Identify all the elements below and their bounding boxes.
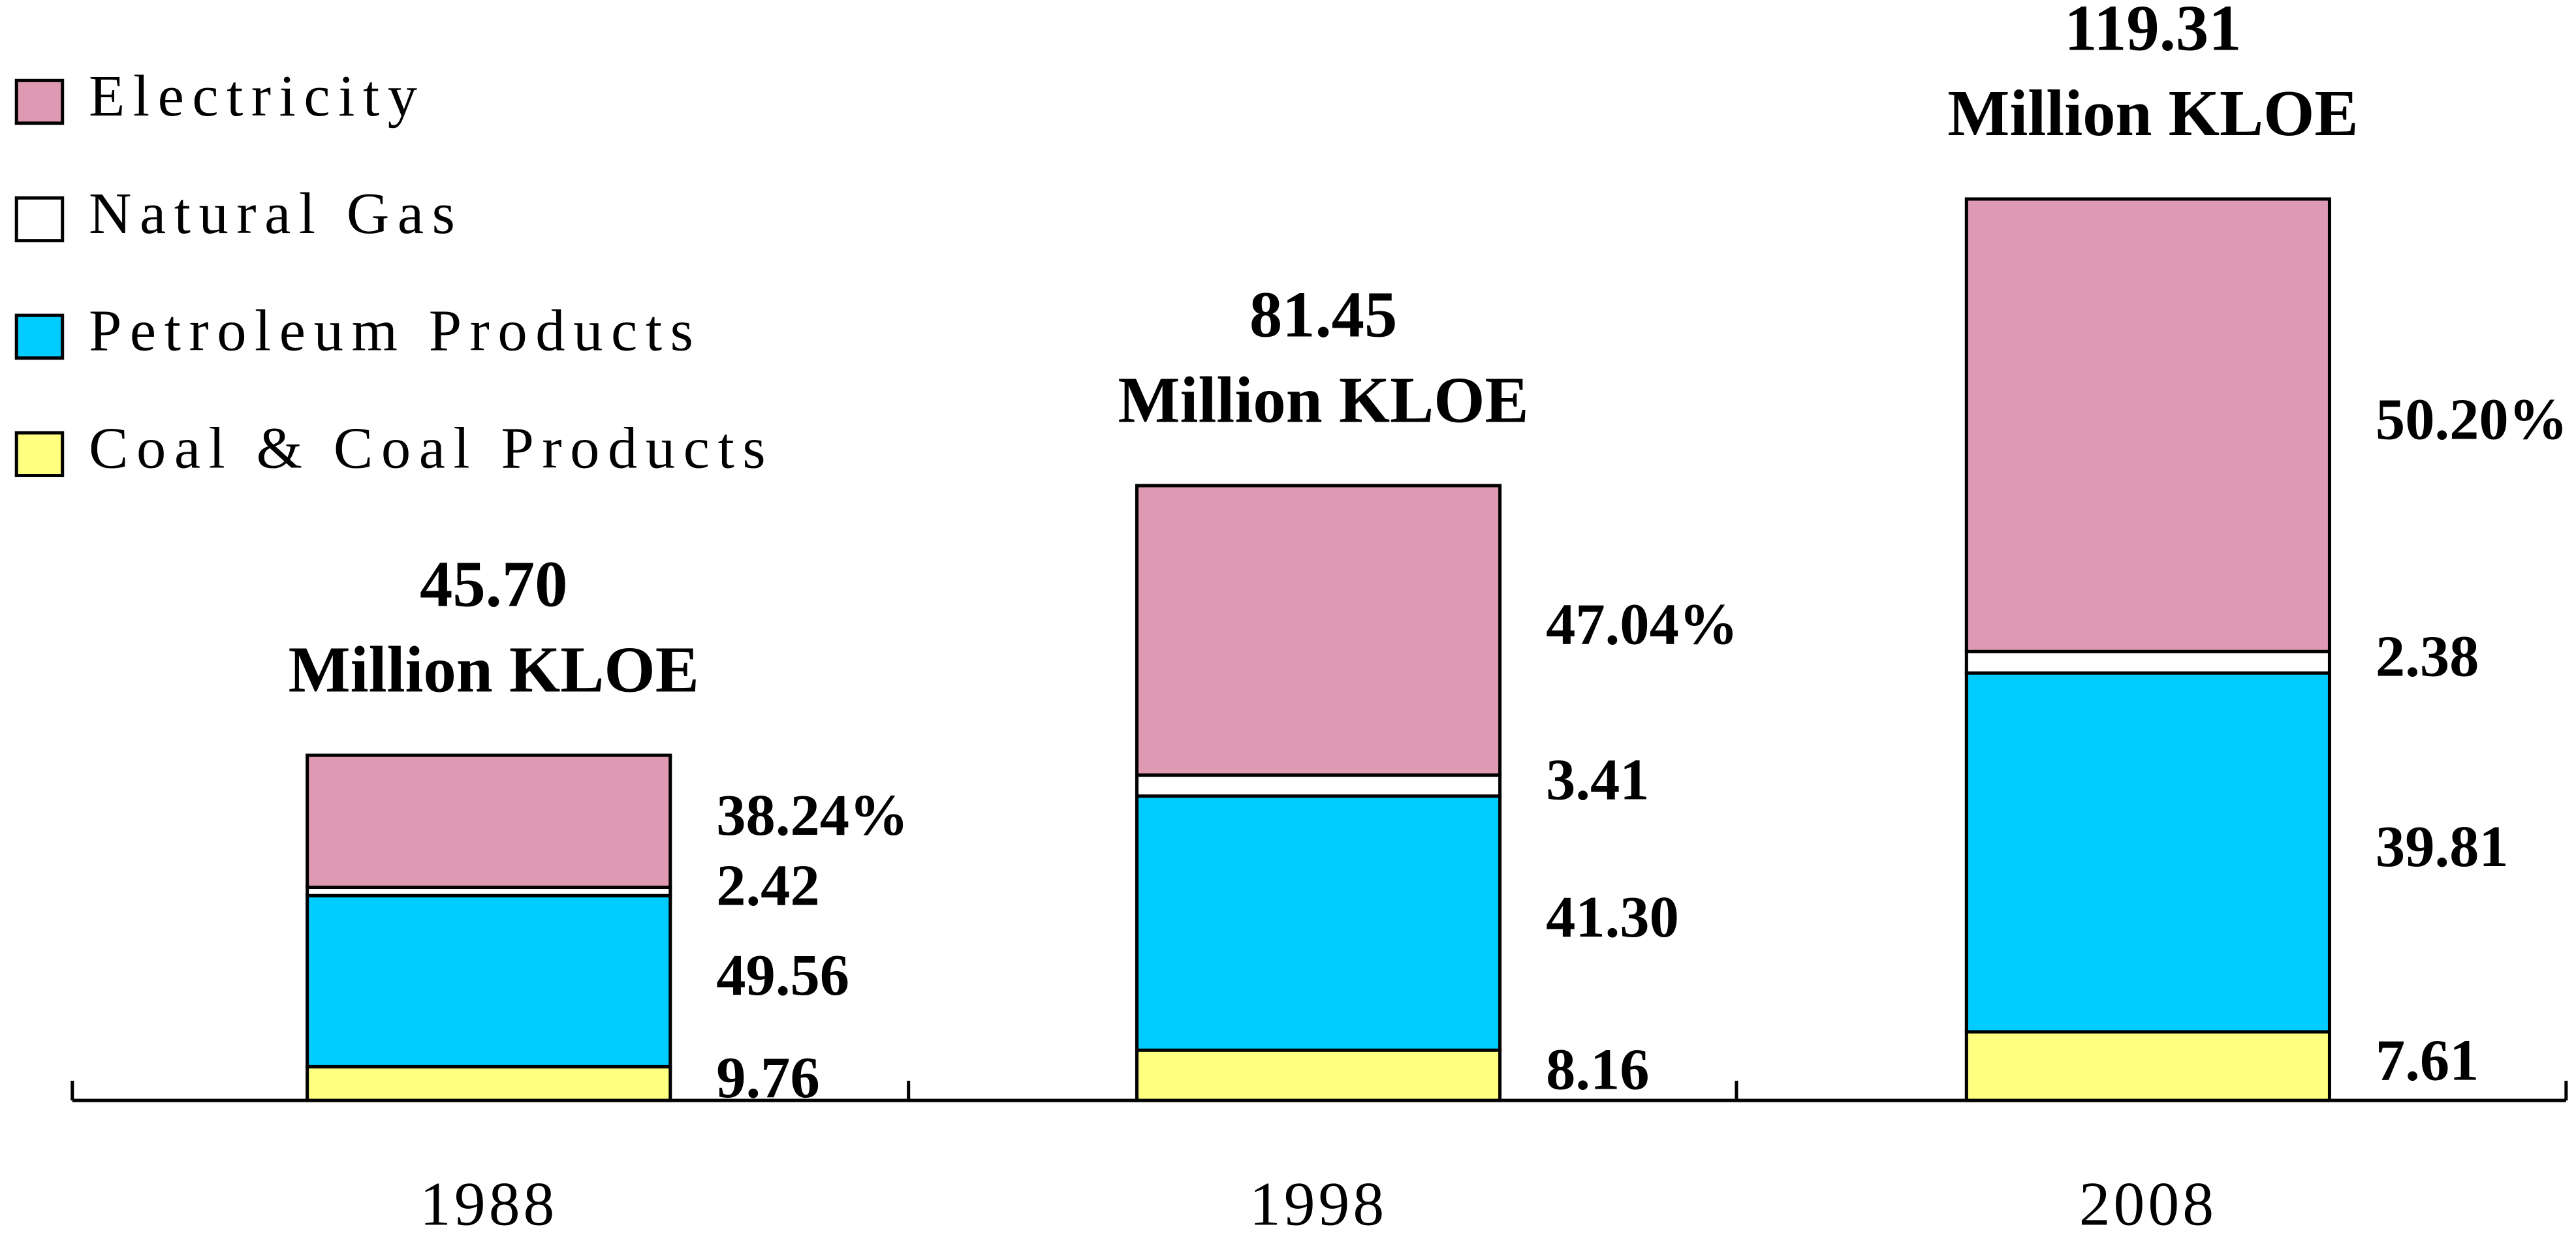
value-label: 2.38 (2376, 623, 2479, 689)
bar-segment (1964, 197, 2331, 653)
legend-swatch (14, 431, 65, 478)
bar-segment (1135, 794, 1502, 1052)
total-label: 81.45 (1249, 277, 1397, 350)
legend-label: Electricity (89, 63, 426, 129)
bar-segment (1964, 671, 2331, 1034)
total-label: 45.70 (420, 548, 567, 621)
bar-segment (1135, 1048, 1502, 1102)
total-unit: Million KLOE (1118, 363, 1529, 436)
legend-swatch (14, 78, 65, 125)
value-label: 50.20% (2376, 386, 2568, 452)
bar-segment (306, 1065, 672, 1102)
bar-segment (1964, 1030, 2331, 1102)
legend-swatch (14, 196, 65, 243)
value-label: 49.56 (716, 942, 849, 1008)
value-label: 2.42 (716, 852, 820, 918)
bar-segment (1964, 649, 2331, 675)
x-tick-label: 1988 (420, 1170, 558, 1239)
x-tick-label: 2008 (2079, 1170, 2217, 1239)
bar-segment (306, 753, 672, 889)
legend-label: Natural Gas (89, 180, 463, 246)
legend-swatch (14, 313, 65, 360)
bar-segment (306, 894, 672, 1068)
value-label: 41.30 (1546, 884, 1679, 950)
total-unit: Million KLOE (289, 632, 699, 706)
legend-label: Coal & Coal Products (89, 415, 774, 481)
x-tick-label: 1998 (1249, 1170, 1387, 1239)
value-label: 47.04% (1546, 591, 1738, 657)
bar-segment (1135, 484, 1502, 777)
legend-label: Petroleum Products (89, 298, 701, 364)
total-unit: Million KLOE (1947, 76, 2358, 149)
value-label: 8.16 (1546, 1036, 1650, 1102)
value-label: 3.41 (1546, 746, 1650, 812)
value-label: 38.24% (716, 782, 908, 848)
bar-segment (1135, 773, 1502, 798)
value-label: 7.61 (2376, 1027, 2479, 1093)
total-label: 119.31 (2064, 0, 2241, 64)
value-label: 39.81 (2376, 813, 2509, 879)
